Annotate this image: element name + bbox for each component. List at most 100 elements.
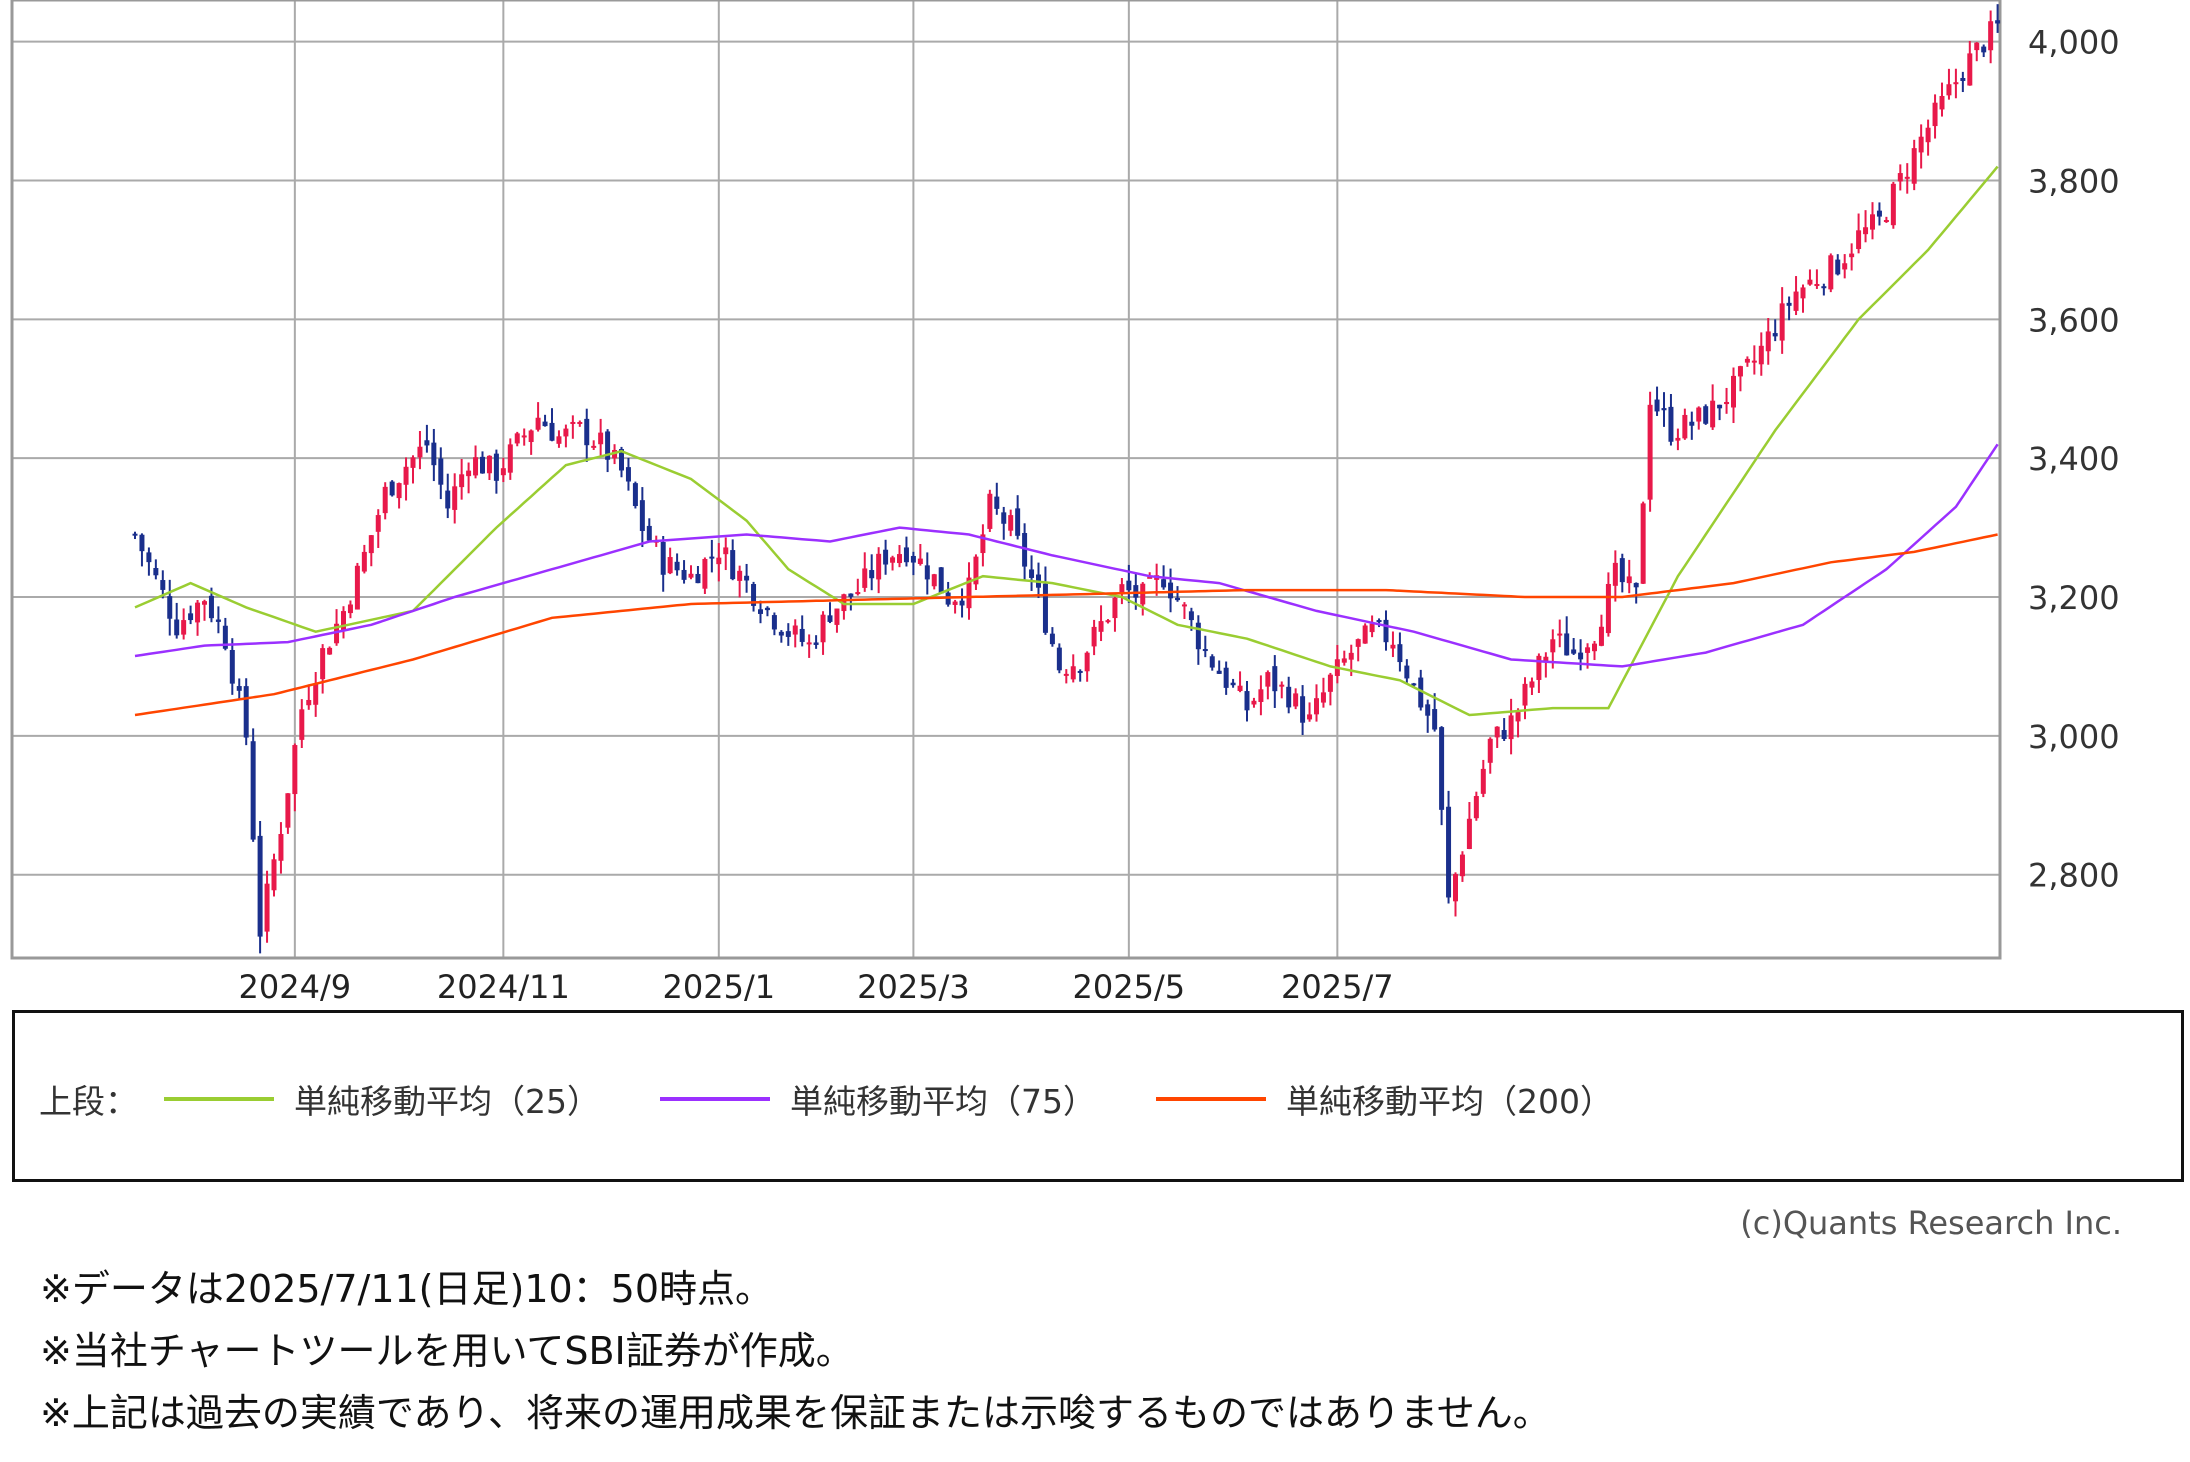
candle-body [1029, 569, 1035, 578]
candle-body [1265, 672, 1271, 687]
candle-body [660, 542, 666, 575]
candle-body [1550, 639, 1556, 653]
candle-body [354, 565, 360, 610]
candle-body [222, 625, 228, 649]
candle-body [966, 577, 972, 609]
candle-body [174, 619, 180, 636]
candle-body [132, 533, 138, 536]
candle-body [1953, 82, 1959, 85]
candle-body [1397, 644, 1403, 663]
candle-body [1376, 620, 1382, 623]
candle-body [1091, 626, 1097, 647]
candle-body [459, 474, 465, 488]
candle-body [1897, 173, 1903, 182]
candle-body [869, 570, 875, 579]
candle-body [632, 483, 638, 507]
candle-body [1911, 148, 1917, 184]
candle-body [681, 569, 687, 580]
candle-body [1369, 623, 1375, 633]
candle-body [431, 442, 437, 466]
candle-body [1890, 183, 1896, 226]
candle-body [1737, 366, 1743, 377]
candle-body [1161, 579, 1167, 588]
candle-body [771, 615, 777, 630]
candle-body [1863, 227, 1869, 235]
candle-body [1529, 681, 1535, 688]
candle-body [1828, 255, 1834, 290]
candle-body [368, 535, 374, 554]
candle-body [862, 568, 868, 588]
candle-body [466, 470, 472, 477]
candle-body [1904, 176, 1910, 179]
candle-body [1960, 78, 1966, 81]
candle-body [1731, 375, 1736, 408]
candle-body [1404, 665, 1410, 679]
legend-item-ma75: 単純移動平均（75） [660, 1075, 1096, 1123]
candle-body [931, 574, 937, 587]
candle-body [1571, 649, 1577, 654]
candle-body [1800, 287, 1806, 299]
candle-body [1876, 210, 1882, 217]
candle-body [1939, 95, 1945, 110]
candle-body [751, 584, 757, 606]
candle-body [1925, 127, 1931, 143]
candle-body [438, 458, 444, 485]
candle-body [1077, 670, 1083, 673]
candle-body [1640, 503, 1646, 584]
candle-body [674, 561, 680, 571]
candle-body [1598, 626, 1604, 646]
candle-body [1063, 673, 1069, 676]
candle-body [619, 449, 624, 471]
candle-body [521, 435, 527, 438]
candle-body [514, 433, 520, 444]
y-tick-label: 3,000 [2028, 718, 2120, 756]
candle-body [758, 609, 763, 614]
candle-body [1522, 683, 1528, 706]
candle-body [320, 648, 326, 680]
candle-body [792, 625, 798, 635]
candle-body [1703, 406, 1709, 424]
candle-body [250, 741, 256, 840]
candle-body [1307, 714, 1313, 720]
candle-body [667, 557, 673, 574]
candle-body [1126, 580, 1132, 591]
candle-body [1786, 302, 1792, 306]
candle-body [855, 592, 861, 595]
candle-body [202, 601, 207, 605]
note-disclaimer: ※上記は過去の実績であり、将来の運用成果を保証または示唆するものではありません。 [40, 1391, 1551, 1435]
note-chart-tool: ※当社チャートツールを用いてSBI証券が作成。 [40, 1329, 854, 1373]
stock-chart: 2,800 3,000 3,200 3,400 3,600 3,800 4,000 2024… [10, 0, 2120, 1006]
candle-body [271, 859, 277, 891]
candle-body [1223, 667, 1229, 688]
candle-body [1779, 303, 1785, 341]
candle-body [382, 486, 388, 514]
candle-body [1675, 437, 1681, 441]
legend-label-ma25: 単純移動平均（25） [294, 1082, 600, 1121]
candle-body [1751, 360, 1757, 363]
candle-body [876, 553, 882, 580]
candle-body [1772, 333, 1778, 337]
candle-body [924, 565, 930, 580]
candle-body [764, 607, 770, 611]
candle-body [1147, 576, 1153, 579]
candle-body [188, 613, 194, 621]
candle-body [605, 431, 611, 460]
moving-average-lines [134, 165, 1999, 717]
candle-body [1932, 102, 1938, 127]
candle-body [1654, 399, 1660, 412]
candle-body [723, 547, 729, 555]
legend-label-ma75: 単純移動平均（75） [790, 1082, 1096, 1121]
candle-body [639, 500, 645, 531]
legend-row: 上段： 単純移動平均（25） 単純移動平均（75） 単純移動平均（200） [39, 1075, 1673, 1123]
candle-body [1501, 730, 1507, 739]
candle-body [1793, 291, 1799, 311]
candle-body [1001, 512, 1007, 524]
candle-body [361, 551, 367, 572]
candle-body [1133, 585, 1139, 598]
candle-body [396, 483, 402, 499]
candle-body [1487, 738, 1493, 763]
candle-body [577, 422, 583, 425]
candle-body [1279, 684, 1285, 687]
candle-body [1633, 582, 1639, 588]
candle-body [952, 601, 958, 605]
